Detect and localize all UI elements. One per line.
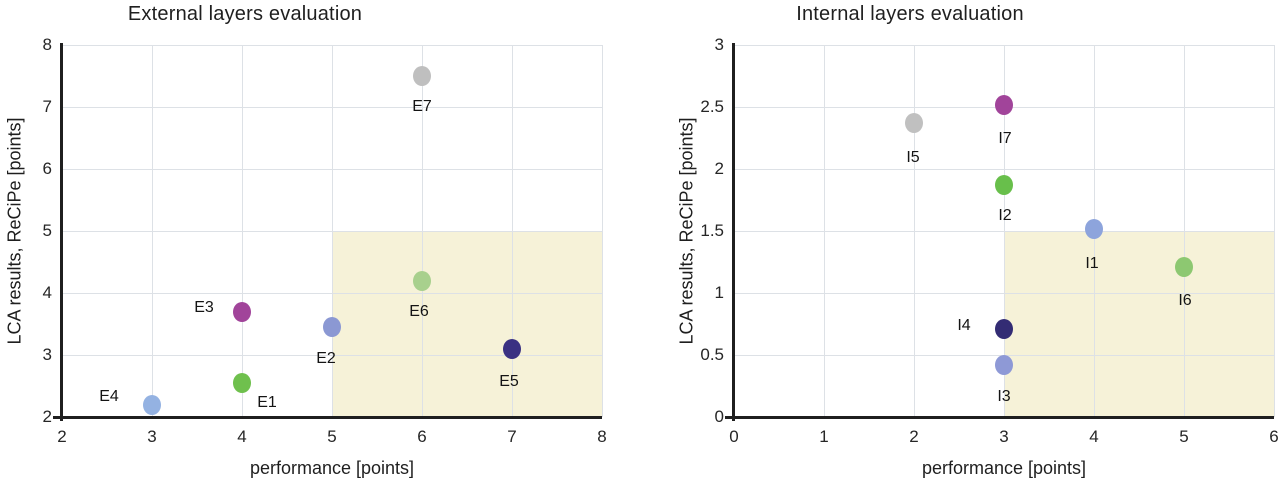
point-label-i1: I1 (1085, 254, 1099, 272)
gridline-vertical (331, 45, 333, 417)
gridline-vertical (421, 45, 423, 417)
point-label-i2: I2 (998, 207, 1012, 225)
chart-title: External layers evaluation (127, 3, 363, 25)
x-tick-label: 6 (417, 427, 427, 446)
x-tick-label: 1 (819, 427, 829, 446)
internal-layers-chart: Internal layers evaluation LCA results, … (640, 0, 1280, 496)
x-tick-label: 7 (507, 427, 517, 446)
y-tick-label: 5 (42, 221, 52, 240)
point-label-e3: E3 (194, 298, 214, 316)
x-axis-line (725, 416, 1274, 419)
point-label-e1: E1 (257, 393, 277, 411)
data-point-i6 (1175, 256, 1193, 277)
data-point-i4 (995, 318, 1013, 339)
x-tick-label: 2 (57, 427, 67, 446)
gridline-vertical (823, 45, 825, 417)
point-label-i7: I7 (998, 129, 1012, 147)
x-tick-label: 3 (147, 427, 157, 446)
y-axis-line (60, 43, 63, 421)
gridline-vertical (1273, 45, 1275, 417)
data-point-e1 (233, 372, 251, 393)
x-tick-label: 3 (999, 427, 1009, 446)
x-tick-label: 6 (1269, 427, 1279, 446)
point-label-e6: E6 (409, 302, 429, 320)
y-tick-label: 6 (42, 159, 52, 178)
data-point-i7 (995, 94, 1013, 115)
x-tick-label: 8 (597, 427, 607, 446)
gridline-vertical (601, 45, 603, 417)
target-region (1004, 231, 1274, 417)
gridline-vertical (1003, 45, 1005, 417)
x-tick-label: 5 (1179, 427, 1189, 446)
chart-title: Internal layers evaluation (796, 3, 1024, 25)
x-axis-title: performance [points] (249, 458, 415, 478)
y-tick-label: 2 (42, 407, 52, 426)
point-label-i4: I4 (957, 316, 971, 334)
data-point-i3 (995, 354, 1013, 375)
data-point-e6 (413, 270, 431, 291)
y-tick-label: 8 (42, 35, 52, 54)
x-tick-label: 4 (1089, 427, 1099, 446)
data-point-i1 (1085, 218, 1103, 239)
x-axis-title: performance [points] (921, 458, 1087, 478)
y-tick-label: 3 (714, 35, 724, 54)
point-label-e5: E5 (499, 372, 519, 390)
data-point-e2 (323, 317, 341, 338)
point-label-i3: I3 (997, 387, 1011, 405)
point-label-i5: I5 (906, 149, 920, 167)
gridline-vertical (913, 45, 915, 417)
data-point-i5 (905, 113, 923, 134)
point-label-e2: E2 (316, 350, 336, 368)
gridline-vertical (151, 45, 153, 417)
x-tick-label: 0 (729, 427, 739, 446)
point-label-e4: E4 (99, 387, 119, 405)
y-tick-label: 7 (42, 97, 52, 116)
x-tick-label: 5 (327, 427, 337, 446)
data-point-i2 (995, 175, 1013, 196)
data-point-e4 (143, 394, 161, 415)
y-tick-label: 2 (714, 159, 724, 178)
y-tick-label: 1 (714, 283, 724, 302)
y-tick-label: 0.5 (700, 345, 724, 364)
y-tick-label: 2.5 (700, 97, 724, 116)
gridline-vertical (1183, 45, 1185, 417)
data-point-e5 (503, 338, 521, 359)
point-label-e7: E7 (412, 98, 432, 115)
x-axis-line (53, 416, 602, 419)
y-tick-label: 1.5 (700, 221, 724, 240)
y-axis-line (732, 43, 735, 421)
gridline-vertical (511, 45, 513, 417)
target-region (332, 231, 602, 417)
y-tick-label: 4 (42, 283, 52, 302)
gridline-vertical (241, 45, 243, 417)
plot-area: I1 I2 I3 I4 I5 I6 I7 (725, 43, 1275, 421)
x-tick-label: 2 (909, 427, 919, 446)
x-tick-label: 4 (237, 427, 247, 446)
data-point-e7 (413, 66, 431, 86)
data-point-e3 (233, 301, 251, 322)
point-label-i6: I6 (1178, 291, 1192, 309)
y-tick-label: 0 (714, 407, 724, 426)
external-layers-chart: External layers evaluation LCA results, … (5, 3, 607, 478)
plot-area: E1 E2 E3 E4 E5 E6 E7 (53, 43, 603, 421)
y-tick-label: 3 (42, 345, 52, 364)
